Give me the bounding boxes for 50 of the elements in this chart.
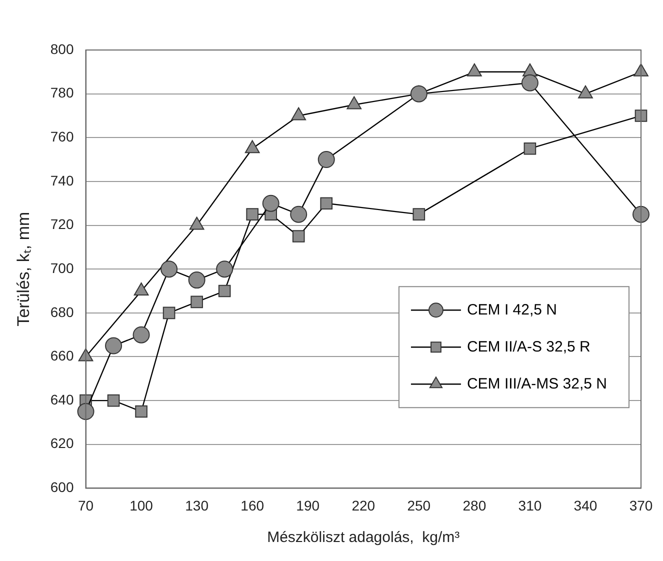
y-tick-label: 800: [50, 40, 74, 57]
legend-label: CEM III/A-MS 32,5 N: [466, 375, 608, 392]
point: [410, 85, 428, 102]
y-tick-label: 780: [50, 84, 74, 101]
point: [521, 74, 538, 92]
y-tick-label: 720: [50, 216, 74, 232]
point: [262, 194, 280, 212]
y-tick-label: 660: [50, 348, 74, 364]
y-tick-label: 640: [50, 391, 74, 408]
x-tick-label: 250: [407, 497, 431, 514]
point: [188, 272, 206, 289]
y-tick-label: 760: [50, 128, 74, 144]
y-tick-label: 740: [50, 172, 74, 188]
point: [190, 296, 203, 308]
x-axis-title: Mészköliszt adagolás, kg/m³: [267, 529, 460, 546]
x-tick-label: 190: [296, 497, 320, 514]
y-tick-label: 680: [50, 304, 74, 320]
point: [412, 208, 426, 220]
point: [524, 142, 536, 155]
x-tick-label: 280: [462, 497, 486, 514]
legend-label: CEM I 42,5 N: [466, 301, 557, 318]
x-tick-label: 340: [574, 497, 598, 514]
point: [135, 405, 148, 418]
y-tick-label: 700: [50, 260, 74, 276]
point: [160, 260, 178, 278]
y-tick-label: 620: [50, 435, 74, 452]
point: [290, 206, 308, 223]
x-tick-label: 220: [352, 497, 376, 514]
point: [318, 151, 335, 168]
x-tick-label: 130: [185, 497, 209, 514]
legend-label: CEM II/A-S 32,5 R: [466, 338, 591, 356]
y-axis-title: Terülés, kₜ, mm: [14, 212, 33, 326]
x-tick-label: 370: [629, 497, 653, 514]
point: [105, 337, 122, 354]
y-tick-label: 600: [50, 479, 74, 496]
point: [320, 197, 333, 210]
point: [246, 208, 258, 220]
point: [132, 326, 150, 344]
x-tick-label: 160: [240, 497, 264, 514]
point: [107, 394, 120, 407]
x-tick-label: 310: [518, 497, 542, 514]
point: [77, 403, 94, 420]
x-tick-label: 70: [78, 497, 94, 514]
point: [292, 230, 305, 242]
point: [632, 206, 650, 223]
point: [216, 260, 234, 278]
x-tick-label: 100: [130, 497, 154, 514]
point: [634, 110, 648, 122]
point: [218, 284, 231, 298]
point: [162, 306, 176, 320]
